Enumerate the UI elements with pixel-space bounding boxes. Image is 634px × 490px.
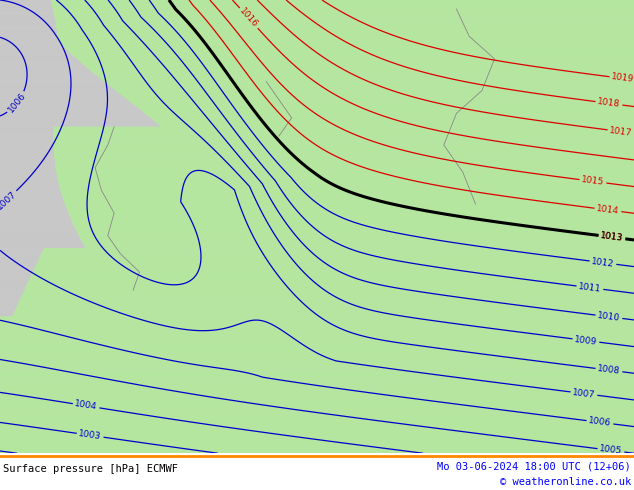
Text: 1018: 1018 — [597, 98, 621, 109]
Text: 1006: 1006 — [588, 416, 612, 428]
Text: 1003: 1003 — [78, 429, 102, 441]
Text: Mo 03-06-2024 18:00 UTC (12+06): Mo 03-06-2024 18:00 UTC (12+06) — [437, 461, 631, 471]
Text: 1013: 1013 — [600, 231, 624, 243]
Text: 1007: 1007 — [572, 388, 596, 399]
Text: 1004: 1004 — [74, 399, 98, 412]
Text: 1010: 1010 — [597, 311, 621, 323]
Text: 1009: 1009 — [574, 335, 598, 346]
Text: 1006: 1006 — [6, 91, 28, 115]
Text: 1013: 1013 — [600, 231, 624, 243]
Text: 1019: 1019 — [611, 73, 634, 84]
Text: 1008: 1008 — [597, 364, 621, 376]
Text: 1012: 1012 — [591, 257, 615, 269]
Text: 1017: 1017 — [609, 125, 633, 138]
Text: 1005: 1005 — [599, 444, 623, 456]
Text: 1007: 1007 — [0, 189, 18, 211]
Text: 1011: 1011 — [578, 282, 602, 294]
Text: © weatheronline.co.uk: © weatheronline.co.uk — [500, 477, 631, 487]
Text: 1014: 1014 — [596, 204, 620, 216]
Text: Surface pressure [hPa] ECMWF: Surface pressure [hPa] ECMWF — [3, 464, 178, 474]
Text: 1015: 1015 — [581, 175, 605, 187]
Text: 1016: 1016 — [238, 6, 260, 30]
